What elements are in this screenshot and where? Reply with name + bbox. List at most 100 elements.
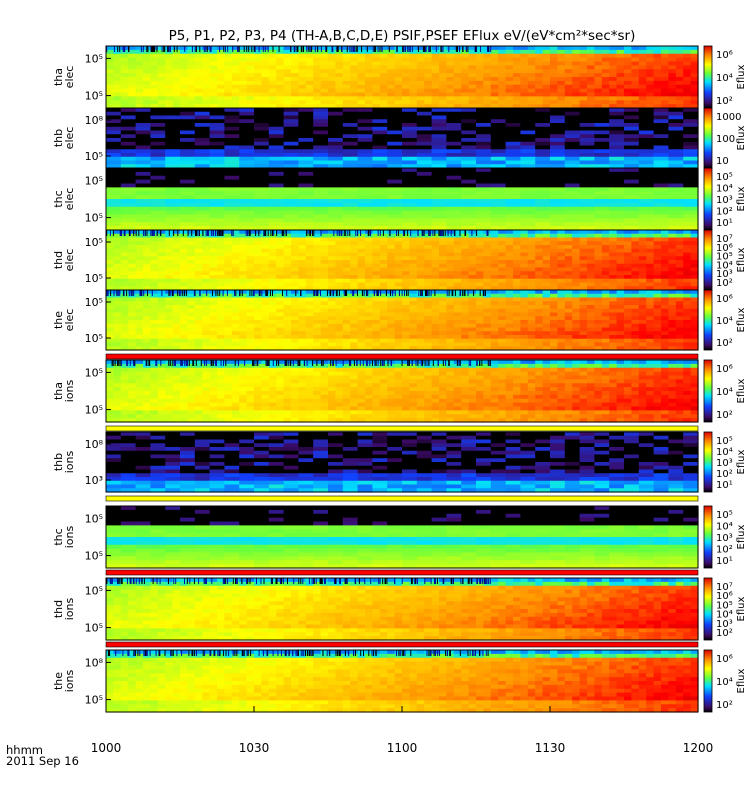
heatmap-cell <box>624 195 640 200</box>
heatmap-cell <box>246 73 255 78</box>
heatmap-cell <box>476 123 492 128</box>
heatmap-cell <box>180 108 196 113</box>
panel-label: thcelec <box>52 188 76 211</box>
heatmap-cell <box>616 104 625 109</box>
heatmap-cell <box>157 245 166 250</box>
heatmap-cell <box>579 160 595 165</box>
heatmap-cell <box>313 69 322 74</box>
heatmap-cell <box>394 297 403 302</box>
heatmap-cell <box>594 252 603 257</box>
heatmap-cell <box>402 278 410 284</box>
heatmap-cell <box>653 156 669 162</box>
heatmap-cell <box>106 149 122 154</box>
heatmap-cell <box>550 119 566 124</box>
heatmap-cell <box>476 214 492 219</box>
heatmap-stripe <box>156 46 158 52</box>
heatmap-cell <box>180 187 196 192</box>
heatmap-cell <box>239 123 255 128</box>
heatmap-cell <box>305 290 314 295</box>
heatmap-cell <box>675 84 684 90</box>
heatmap-cell <box>106 293 114 299</box>
heatmap-cell <box>431 320 440 325</box>
heatmap-cell <box>335 92 344 97</box>
heatmap-cell <box>106 92 114 97</box>
heatmap-cell <box>194 138 211 143</box>
heatmap-cell <box>298 187 314 192</box>
heatmap-cell <box>490 230 499 235</box>
heatmap-cell <box>587 233 595 239</box>
heatmap-cell <box>668 69 677 74</box>
heatmap-cell <box>254 134 270 139</box>
heatmap-cell <box>187 301 196 306</box>
heatmap-cell <box>157 305 166 310</box>
heatmap-cell <box>461 183 477 188</box>
heatmap-cell <box>653 230 662 235</box>
heatmap-cell <box>431 214 447 219</box>
heatmap-cell <box>653 123 669 128</box>
heatmap-cell <box>313 123 329 128</box>
heatmap-cell <box>594 88 603 94</box>
heatmap-cell <box>520 65 529 70</box>
heatmap-cell <box>683 241 692 246</box>
heatmap-cell <box>150 104 159 109</box>
heatmap-cell <box>683 96 692 101</box>
heatmap-stripe <box>311 46 313 52</box>
heatmap-cell <box>505 130 521 135</box>
heatmap-cell <box>453 256 462 261</box>
heatmap-cell <box>483 282 492 287</box>
heatmap-cell <box>409 53 418 59</box>
heatmap-cell <box>283 241 292 246</box>
heatmap-cell <box>594 126 610 132</box>
heatmap-cell <box>431 316 440 321</box>
heatmap-cell <box>298 260 307 265</box>
heatmap-cell <box>601 84 610 90</box>
heatmap-cell <box>276 271 285 276</box>
heatmap-cell <box>579 316 588 321</box>
heatmap-cell <box>387 245 396 250</box>
heatmap-cell <box>320 271 329 276</box>
heatmap-stripe <box>488 46 490 52</box>
heatmap-cell <box>291 256 299 261</box>
heatmap-cell <box>668 267 677 272</box>
heatmap-cell <box>527 248 536 254</box>
heatmap-cell <box>513 278 521 284</box>
heatmap-stripe <box>245 230 247 236</box>
heatmap-cell <box>609 96 618 101</box>
heatmap-cell <box>365 293 373 299</box>
heatmap-cell <box>461 84 470 90</box>
heatmap-cell <box>342 77 351 82</box>
heatmap-cell <box>305 316 314 321</box>
heatmap-cell <box>128 248 137 254</box>
heatmap-cell <box>416 164 433 169</box>
heatmap-cell <box>394 293 403 299</box>
heatmap-cell <box>609 46 618 51</box>
heatmap-cell <box>483 252 492 257</box>
heatmap-cell <box>520 290 529 295</box>
heatmap-cell <box>239 65 248 70</box>
heatmap-cell <box>631 77 640 82</box>
heatmap-cell <box>483 77 492 82</box>
heatmap-cell <box>431 130 447 135</box>
heatmap-cell <box>357 126 373 132</box>
heatmap-cell <box>675 263 684 269</box>
heatmap-cell <box>379 65 388 70</box>
heatmap-cell <box>172 241 181 246</box>
heatmap-cell <box>394 245 403 250</box>
heatmap-cell <box>194 123 211 128</box>
heatmap-stripe <box>352 46 354 52</box>
heatmap-cell <box>579 96 588 101</box>
heatmap-cell <box>446 252 455 257</box>
heatmap-cell <box>431 199 447 204</box>
heatmap-cell <box>128 77 137 82</box>
heatmap-cell <box>690 84 699 90</box>
heatmap-cell <box>594 297 603 302</box>
heatmap-cell <box>120 199 137 204</box>
heatmap-cell <box>609 49 618 55</box>
heatmap-cell <box>683 297 692 302</box>
heatmap-cell <box>261 96 270 101</box>
heatmap-cell <box>461 222 477 227</box>
heatmap-cell <box>313 168 329 173</box>
heatmap-cell <box>342 199 359 204</box>
heatmap-cell <box>690 267 699 272</box>
